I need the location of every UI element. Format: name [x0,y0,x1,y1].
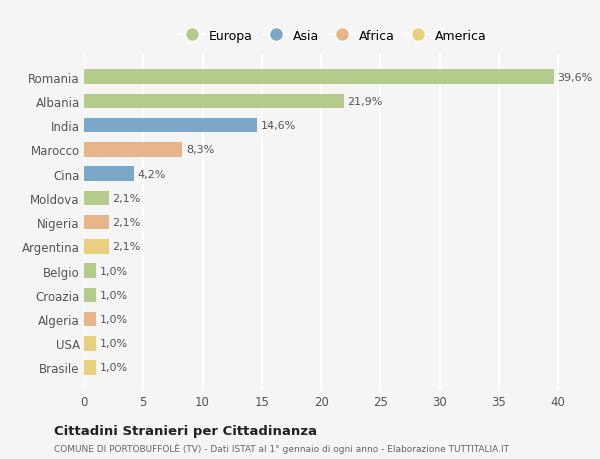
Bar [84,312,96,326]
Bar [84,70,554,85]
Text: 1,0%: 1,0% [100,314,128,325]
Bar [84,119,257,133]
Text: 2,1%: 2,1% [112,218,141,228]
Bar [84,167,134,181]
Legend: Europa, Asia, Africa, America: Europa, Asia, Africa, America [174,24,492,47]
Bar [84,336,96,351]
Bar [84,360,96,375]
Text: 1,0%: 1,0% [100,290,128,300]
Bar [84,288,96,302]
Bar [84,215,109,230]
Text: 1,0%: 1,0% [100,363,128,373]
Bar [84,240,109,254]
Bar [84,264,96,278]
Text: 21,9%: 21,9% [347,97,383,107]
Text: 2,1%: 2,1% [112,193,141,203]
Text: 14,6%: 14,6% [260,121,296,131]
Text: 1,0%: 1,0% [100,338,128,348]
Text: 8,3%: 8,3% [186,145,214,155]
Text: COMUNE DI PORTOBUFFOLÈ (TV) - Dati ISTAT al 1° gennaio di ogni anno - Elaborazio: COMUNE DI PORTOBUFFOLÈ (TV) - Dati ISTAT… [54,442,509,453]
Text: 4,2%: 4,2% [137,169,166,179]
Text: Cittadini Stranieri per Cittadinanza: Cittadini Stranieri per Cittadinanza [54,424,317,437]
Bar [84,95,344,109]
Text: 1,0%: 1,0% [100,266,128,276]
Bar [84,143,182,157]
Bar [84,191,109,206]
Text: 39,6%: 39,6% [557,73,592,83]
Text: 2,1%: 2,1% [112,242,141,252]
